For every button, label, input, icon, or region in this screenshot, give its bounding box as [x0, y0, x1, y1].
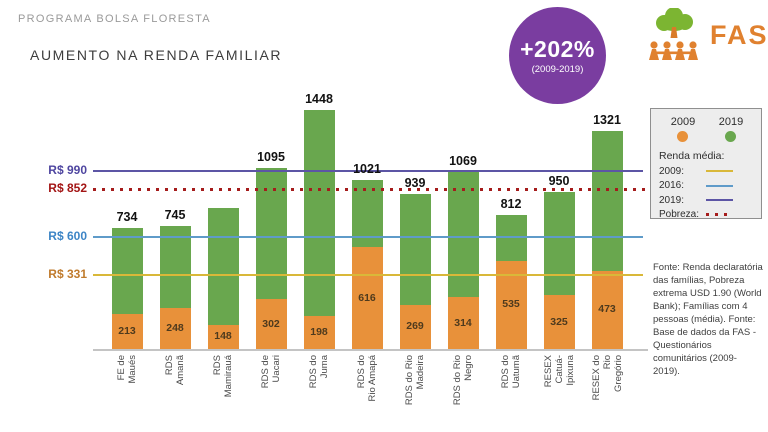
- x-axis-label: RDS de Uacari: [260, 355, 282, 389]
- bar-total-label: 745: [164, 207, 186, 222]
- line-swatch-2009: [706, 170, 733, 172]
- legend-series-label: 2019: [718, 116, 744, 128]
- legend-series: 2009 2019: [659, 116, 755, 142]
- bar-2009-label: 473: [598, 303, 616, 316]
- bar-2009-label: 302: [262, 317, 280, 330]
- bar-total-label: 1321: [593, 112, 621, 127]
- bar-total-label: 1069: [449, 154, 477, 169]
- legend-line-row: 2016:: [659, 180, 755, 191]
- x-axis-label: RESEX Catuá- Ipixuna: [542, 355, 576, 388]
- bar-total-label: 1095: [257, 150, 285, 164]
- legend-lines-title: Renda média:: [659, 150, 725, 162]
- ref-line-label: R$ 331: [48, 267, 87, 281]
- page-title: AUMENTO NA RENDA FAMILIAR: [30, 47, 283, 63]
- ref-line-label: R$ 852: [48, 181, 87, 195]
- series-2019-dot: [725, 131, 737, 142]
- ref-line-label: R$ 990: [48, 163, 87, 177]
- legend-box: 2009 2019 Renda média: 2009: 2016: 2019:…: [650, 108, 762, 220]
- growth-period: (2009-2019): [531, 64, 584, 75]
- x-axis-label: RDS do Rio Negro: [452, 355, 474, 406]
- fas-logo: FAS: [644, 8, 768, 62]
- bar-segment-2009: [591, 270, 623, 349]
- legend-line-row: 2009:: [659, 166, 755, 177]
- bar-2009-label: 248: [166, 322, 184, 334]
- bar-2009-label: 148: [214, 330, 232, 343]
- bar-segment-2009: [399, 304, 431, 349]
- legend-series-2019: 2019: [719, 116, 743, 142]
- ref-line-label: R$ 600: [48, 229, 87, 243]
- bar-segment-2009: [159, 308, 191, 349]
- bar-2009-label: 314: [454, 316, 472, 329]
- legend-line-label: Pobreza:: [659, 209, 700, 220]
- source-note: Fonte: Renda declaratória das famílias, …: [653, 262, 763, 377]
- bar-total-label: 939: [404, 175, 426, 190]
- legend-series-2009: 2009: [671, 116, 695, 142]
- bar-total-label: 734: [116, 209, 138, 224]
- legend-line-label: 2009:: [659, 165, 685, 177]
- bar-segment-2019: [303, 109, 335, 349]
- x-axis-baseline: [93, 349, 648, 351]
- legend-line-row: 2019:: [659, 195, 755, 206]
- bar-2009-label: 325: [550, 315, 568, 328]
- series-2009-dot: [677, 131, 689, 142]
- bar-2009-label: 535: [502, 298, 520, 311]
- x-axis-label: RDS do Rio Amapá: [356, 355, 378, 402]
- x-axis-label: RESEX do Rio Gregório: [590, 355, 624, 401]
- growth-value: +202%: [520, 36, 595, 62]
- x-axis-label: RDS Amanã: [164, 355, 186, 386]
- legend-line-row: Pobreza:: [659, 209, 755, 220]
- bar-total-label: 812: [500, 196, 522, 211]
- bar-segment-2009: [255, 299, 287, 349]
- bar-2009-label: 213: [118, 324, 136, 337]
- bar-total-label: 1448: [305, 91, 333, 106]
- tree-people-icon: [649, 8, 698, 60]
- reference-line: [93, 274, 643, 276]
- bar-2009-label: 198: [310, 326, 328, 339]
- program-title: PROGRAMA BOLSA FLORESTA: [18, 13, 211, 25]
- legend-line-label: 2019:: [659, 194, 685, 206]
- line-swatch-2019: [706, 199, 733, 201]
- bar-segment-2009: [207, 324, 239, 349]
- bar-segment-2009: [351, 247, 383, 349]
- line-swatch-pobreza: [706, 213, 733, 216]
- x-axis-label: FE de Maués: [116, 355, 138, 384]
- legend-series-label: 2009: [670, 116, 696, 128]
- reference-line: [93, 187, 651, 191]
- reference-line: [93, 170, 643, 172]
- x-axis-label: RDS do Rio Madeira: [404, 355, 426, 406]
- reference-line: [93, 236, 643, 238]
- bar-total-label: 950: [548, 173, 570, 188]
- bar-2009-label: 269: [406, 320, 424, 333]
- bar-total-label: 1021: [353, 162, 381, 177]
- fas-logo-text: FAS: [710, 19, 768, 50]
- bar-segment-2009: [447, 297, 479, 349]
- x-axis-label: RDS do Juma: [308, 355, 330, 389]
- legend-line-label: 2016:: [659, 180, 685, 191]
- bar-segment-2009: [543, 295, 575, 349]
- x-axis-label: RDS do Uatumã: [500, 355, 522, 389]
- growth-badge: +202% (2009-2019): [509, 7, 606, 104]
- bar-segment-2009: [111, 313, 143, 349]
- line-swatch-2016: [706, 184, 733, 187]
- x-axis-label: RDS Mamirauá: [212, 355, 234, 398]
- bar-2009-label: 616: [358, 291, 376, 304]
- bar-segment-2009: [303, 316, 335, 349]
